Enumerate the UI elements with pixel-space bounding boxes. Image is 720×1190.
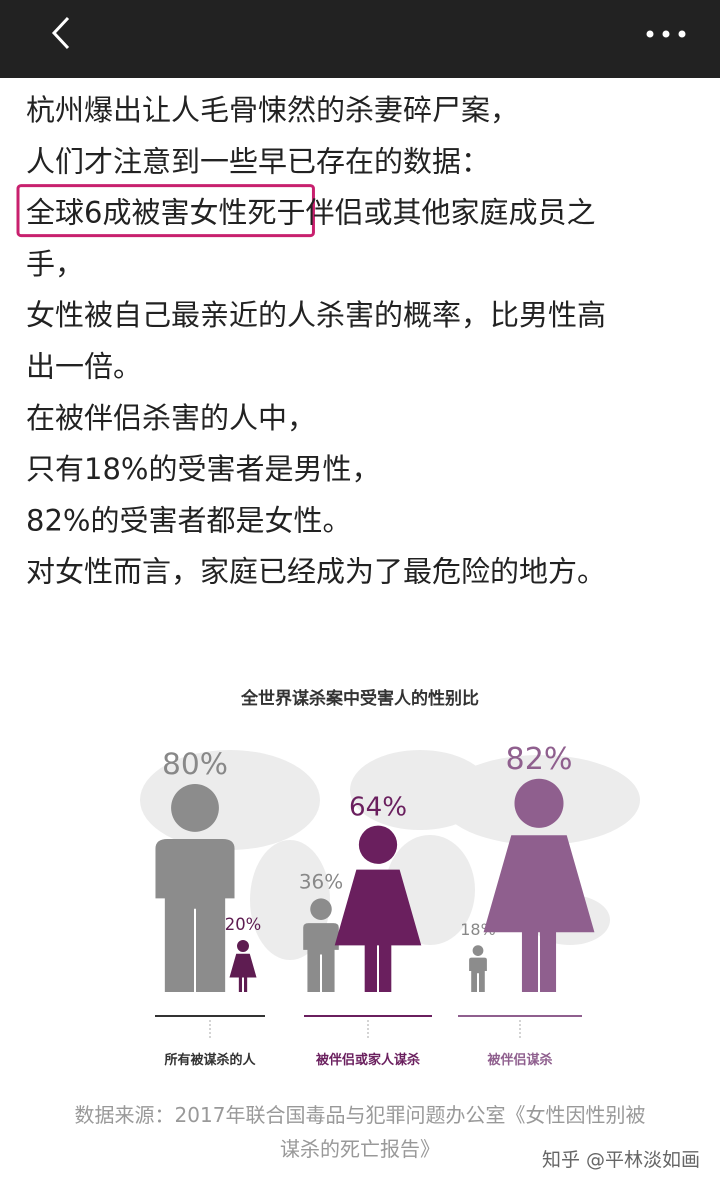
article-line: 手， (26, 247, 84, 281)
value-label: 80% (162, 746, 228, 781)
article-line: 出一倍。 (26, 350, 142, 384)
article: 杭州爆出让人毛骨悚然的杀妻碎尸案， 人们才注意到一些早已存在的数据： 全球6成被害女… (16, 93, 606, 589)
person-male (303, 898, 339, 992)
article-line: 伴侣或其他家庭成员之 (305, 196, 595, 230)
caption: 谋杀的死亡报告》 (280, 1137, 440, 1161)
value-label: 20% (225, 915, 261, 934)
caption: 数据来源：2017年联合国毒品与犯罪问题办公室《女性因性别被 (75, 1103, 646, 1127)
top-bar (0, 0, 720, 78)
person-female (229, 940, 257, 992)
category-label: 被伴侣谋杀 (486, 1052, 552, 1068)
article-line: 82%的受害者都是女性。 (26, 503, 351, 537)
person-female (334, 825, 422, 992)
article-line: 杭州爆出让人毛骨悚然的杀妻碎尸案， (26, 93, 519, 127)
chart-title: 全世界谋杀案中受害人的性别比 (240, 688, 479, 709)
category-label: 被伴侣或家人谋杀 (315, 1052, 420, 1068)
back-button[interactable] (51, 16, 70, 50)
article-line: 女性被自己最亲近的人杀害的概率，比男性高 (26, 298, 606, 332)
more-button[interactable] (646, 30, 686, 38)
value-label: 82% (506, 742, 573, 777)
category-label: 所有被谋杀的人 (164, 1052, 256, 1068)
highlight-text: 全球6成被害女性死于 (26, 196, 305, 230)
value-label: 64% (349, 793, 407, 823)
article-line: 对女性而言，家庭已经成为了最危险的地方。 (26, 555, 606, 589)
article-line: 只有18%的受害者是男性， (26, 452, 380, 486)
person-female (483, 778, 595, 992)
person-male (469, 945, 487, 992)
article-line: 在被伴侣杀害的人中， (26, 401, 316, 435)
article-line: 人们才注意到一些早已存在的数据： (26, 144, 490, 178)
value-label: 36% (299, 869, 343, 893)
person-male (155, 783, 235, 992)
highlight-box (16, 184, 315, 238)
watermark: 知乎 @平林淡如画 (542, 1149, 700, 1171)
